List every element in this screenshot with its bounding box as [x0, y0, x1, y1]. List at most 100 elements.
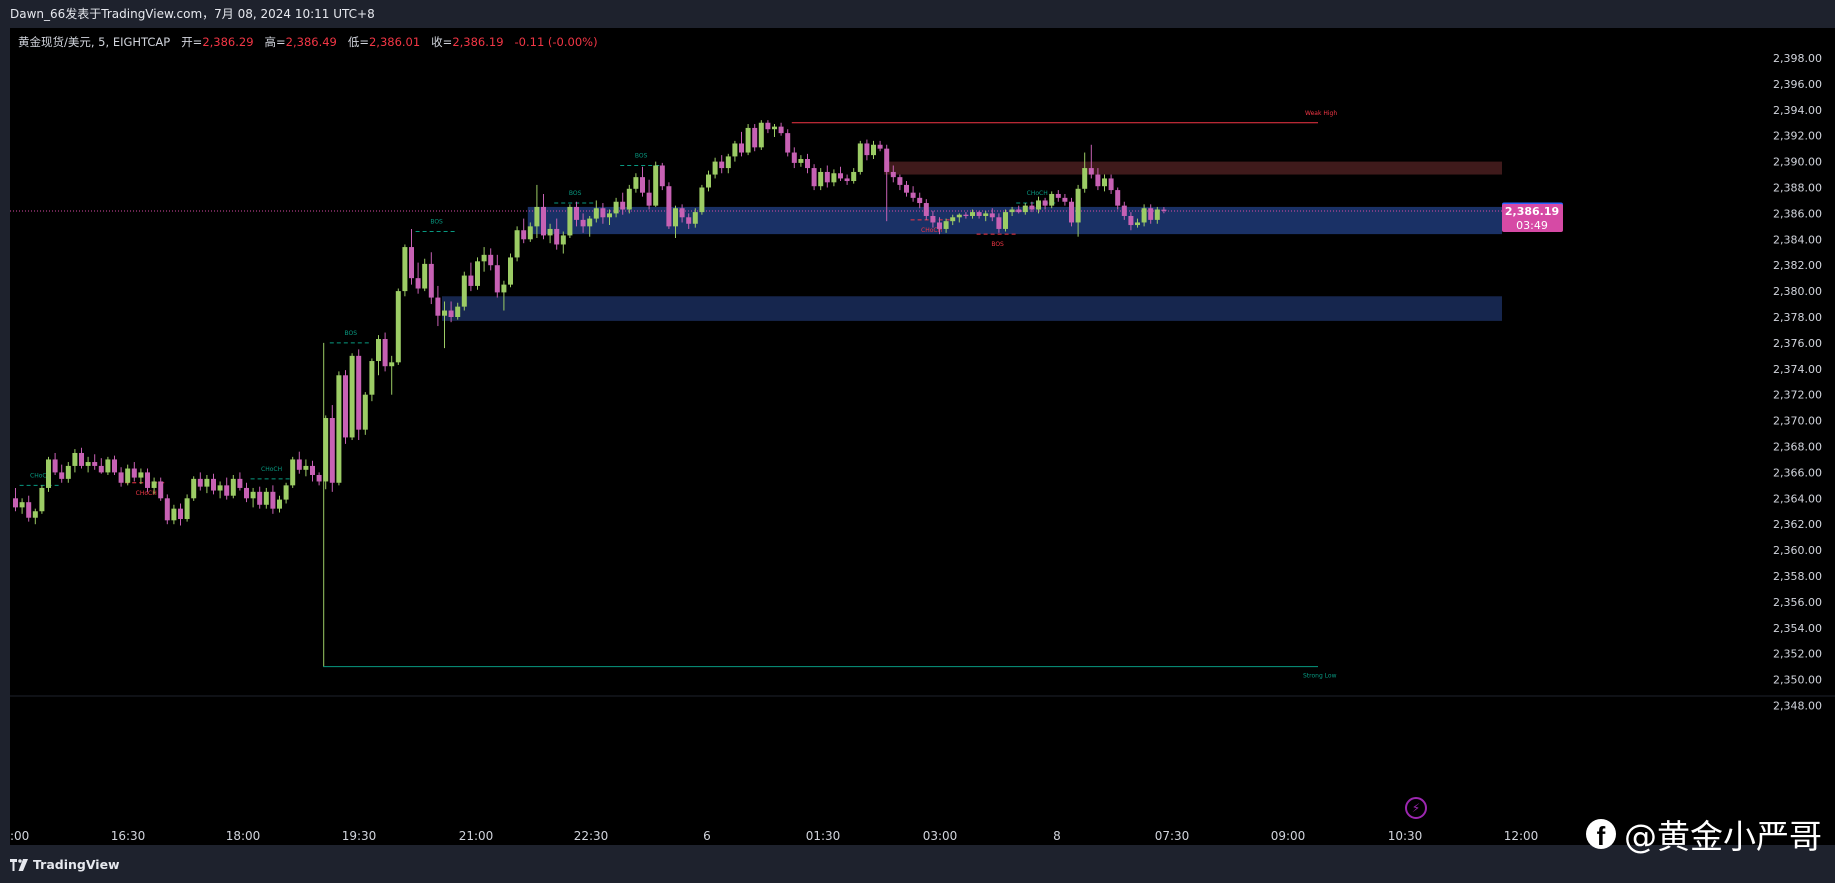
candle-body	[772, 126, 777, 130]
candle-body	[79, 452, 84, 466]
candle-body	[224, 485, 230, 496]
candle-body	[1141, 208, 1147, 223]
candle-body	[613, 201, 619, 214]
candle-body	[118, 472, 124, 483]
price-tick-label: 2,360.00	[1773, 544, 1822, 557]
candle-body	[732, 143, 738, 157]
candle-body	[1082, 168, 1088, 189]
tradingview-brand[interactable]: TradingView	[10, 857, 120, 872]
candle-body	[904, 184, 909, 193]
candle-body	[1115, 190, 1121, 206]
candle-body	[1036, 200, 1041, 210]
candle-body	[910, 192, 916, 198]
candle-body	[541, 206, 546, 236]
structure-label-4: BOS	[430, 219, 443, 226]
candle-body	[1009, 209, 1015, 213]
candle-body	[336, 375, 342, 483]
candle-body	[389, 362, 395, 367]
candle-body	[244, 487, 249, 499]
candle-body	[376, 339, 381, 362]
price-tick-label: 2,348.00	[1773, 700, 1822, 713]
candlestick-chart[interactable]: Weak High Strong Low CHoCH CHoCH CHoCH BOS BOS…	[10, 28, 1835, 845]
candle-body	[778, 126, 784, 134]
candle-body	[1128, 215, 1134, 226]
candle-body	[13, 498, 18, 508]
lightning-icon[interactable]: ⚡	[1405, 797, 1427, 819]
price-tick-label: 2,380.00	[1773, 285, 1822, 298]
candle-body	[989, 213, 995, 218]
structure-label-0: CHoCH	[30, 472, 51, 479]
candle-body	[382, 339, 388, 367]
candle-body	[303, 465, 309, 470]
time-tick-label: 07:30	[1155, 829, 1190, 843]
candle-body	[857, 143, 863, 172]
candle-body	[494, 265, 500, 293]
candle-body	[230, 478, 236, 496]
candle-body	[897, 177, 903, 185]
candle-body	[791, 152, 797, 163]
candle-body	[560, 235, 566, 245]
candle-body	[640, 177, 645, 193]
close-label: 收=	[431, 35, 453, 49]
candle-body	[593, 208, 599, 219]
candle-body	[580, 219, 586, 227]
time-tick-label: 19:30	[342, 829, 377, 843]
time-tick-label: :00	[10, 829, 29, 843]
candle-body	[1075, 188, 1081, 223]
candle-body	[567, 206, 573, 236]
candle-body	[706, 174, 711, 188]
high-value: 2,386.49	[285, 35, 337, 49]
candle-body	[125, 468, 131, 483]
structure-label-7: CHoCH	[921, 227, 942, 234]
structure-label-3: BOS	[345, 330, 358, 337]
candle-body	[178, 508, 183, 520]
time-tick-label: 6	[703, 829, 711, 843]
candle-body	[158, 481, 164, 499]
price-label-text: 2,386.19	[1505, 205, 1559, 218]
candle-body	[1055, 193, 1061, 198]
price-tick-label: 2,370.00	[1773, 415, 1822, 428]
candle-body	[448, 310, 454, 317]
candle-body	[633, 177, 639, 189]
candle-body	[679, 208, 685, 218]
candle-body	[26, 502, 32, 518]
price-tick-label: 2,356.00	[1773, 596, 1822, 609]
candle-body	[884, 148, 890, 172]
time-tick-label: 21:00	[459, 829, 494, 843]
candle-body	[52, 459, 58, 473]
candle-body	[1102, 178, 1107, 187]
price-tick-label: 2,350.00	[1773, 674, 1822, 687]
price-tick-label: 2,376.00	[1773, 337, 1822, 350]
open-value: 2,386.29	[202, 35, 254, 49]
candle-body	[59, 472, 65, 479]
candle-body	[283, 485, 289, 500]
chart-area[interactable]: Weak High Strong Low CHoCH CHoCH CHoCH BOS BOS…	[10, 28, 1835, 845]
symbol-label[interactable]: 黄金现货/美元, 5, EIGHTCAP	[18, 35, 171, 49]
candle-body	[435, 297, 441, 316]
price-tick-label: 2,374.00	[1773, 363, 1822, 376]
candle-body	[171, 508, 177, 521]
candle-body	[270, 491, 276, 509]
candle-body	[409, 247, 414, 279]
time-tick-label: 18:00	[226, 829, 261, 843]
candle-body	[343, 375, 348, 438]
candle-body	[1121, 205, 1127, 216]
candle-body	[923, 203, 929, 216]
candle-body	[1016, 209, 1022, 213]
high-label: 高=	[264, 35, 286, 49]
price-tick-label: 2,392.00	[1773, 130, 1822, 143]
candle-body	[415, 278, 421, 289]
candle-body	[204, 478, 210, 487]
candle-body	[1062, 197, 1068, 202]
candle-body	[369, 361, 375, 395]
candle-body	[811, 168, 817, 187]
candle-body	[521, 230, 527, 240]
candle-body	[659, 165, 665, 187]
candle-body	[831, 173, 837, 183]
price-tick-label: 2,368.00	[1773, 441, 1822, 454]
tradingview-logo-icon	[10, 858, 28, 871]
candle-body	[970, 212, 975, 216]
candle-body	[211, 478, 216, 491]
candle-body	[1148, 208, 1154, 220]
candle-body	[250, 491, 256, 499]
